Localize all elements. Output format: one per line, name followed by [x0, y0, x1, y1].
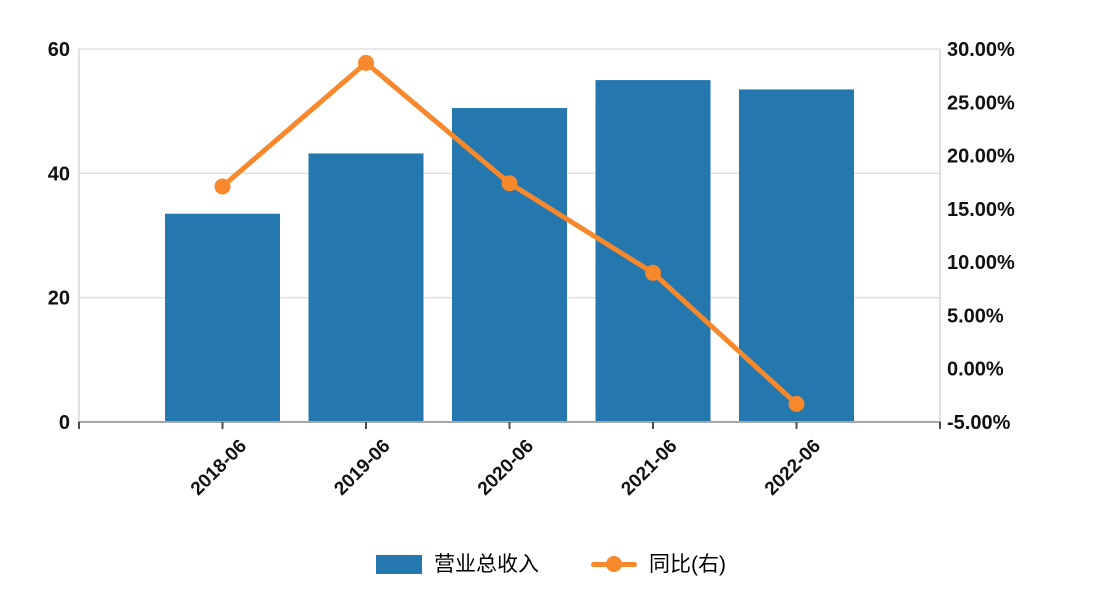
right-axis-label: -5.00%: [947, 412, 1011, 434]
line-point-2021-06[interactable]: [645, 264, 661, 281]
chart-legend: 营业总收入 同比(右): [0, 544, 1102, 584]
bar-2018-06[interactable]: [165, 213, 280, 422]
line-point-2018-06[interactable]: [214, 178, 231, 195]
left-axis-label: 40: [48, 163, 70, 185]
line-series-marker-icon: [606, 556, 622, 572]
x-axis-label-2018-06: 2018-06: [187, 436, 251, 500]
x-axis-label-2021-06: 2021-06: [617, 436, 681, 500]
x-axis-label-2022-06: 2022-06: [761, 436, 825, 500]
line-point-2022-06[interactable]: [788, 395, 805, 412]
right-axis-label: 0.00%: [947, 359, 1004, 381]
left-axis-label: 20: [48, 288, 70, 310]
x-axis-label-2020-06: 2020-06: [474, 436, 538, 500]
bar-2020-06[interactable]: [452, 108, 567, 422]
right-axis-label: 5.00%: [947, 305, 1004, 327]
right-axis-label: 25.00%: [947, 92, 1015, 114]
bar-series-swatch: [376, 554, 422, 574]
bar-2022-06[interactable]: [739, 89, 854, 423]
line-series-label: 同比(右): [649, 552, 726, 576]
bar-series-label: 营业总收入: [434, 552, 539, 576]
right-axis-label: 15.00%: [947, 199, 1015, 221]
legend-item-yoy[interactable]: 同比(右): [591, 554, 726, 575]
bar-2021-06[interactable]: [595, 80, 711, 422]
right-axis-label: 20.00%: [947, 146, 1015, 168]
right-axis-label: 10.00%: [947, 252, 1015, 274]
line-series-swatch: [591, 556, 637, 572]
line-point-2019-06[interactable]: [358, 54, 374, 71]
left-axis-label: 0: [59, 412, 70, 434]
x-axis-label-2019-06: 2019-06: [330, 436, 394, 500]
line-point-2020-06[interactable]: [501, 175, 518, 192]
right-axis-label: 30.00%: [947, 39, 1015, 61]
legend-item-revenue[interactable]: 营业总收入: [376, 554, 539, 575]
left-axis-label: 60: [48, 39, 70, 61]
bar-2019-06[interactable]: [308, 153, 424, 422]
